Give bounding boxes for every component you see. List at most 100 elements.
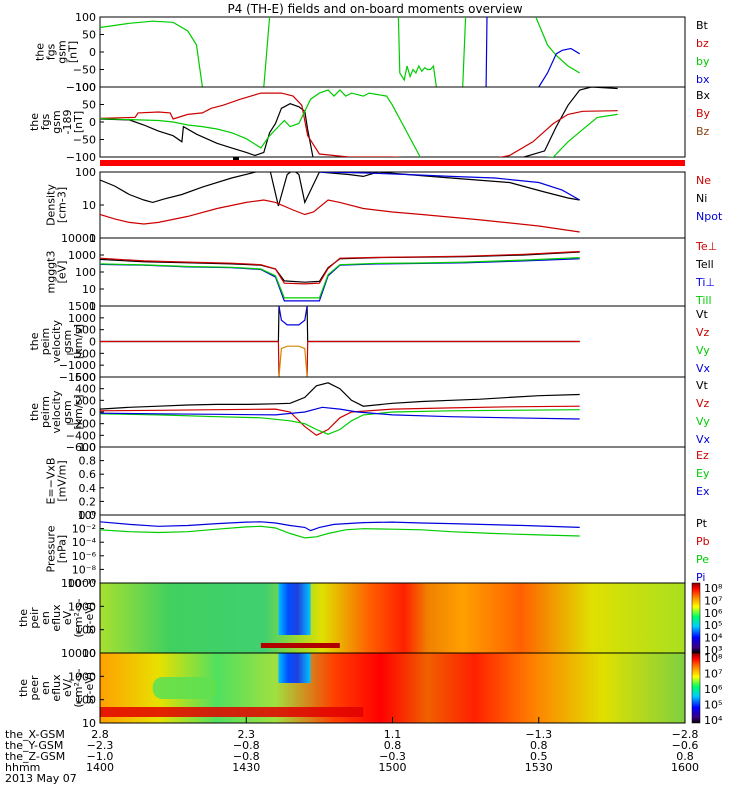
y-axis-label-line: (cm²-s- (72, 598, 85, 637)
series-line-by (397, 17, 437, 87)
y-axis-label-line: sr-eV) (83, 672, 96, 704)
y-axis-label-line: velocity (50, 320, 63, 363)
series-layer-velocity1 (100, 306, 580, 377)
legend-entry: Vt (696, 379, 709, 392)
colorbar-tick-label: 10⁵ (704, 619, 722, 632)
series-line-Ne (100, 199, 580, 233)
y-tick-label: 1500 (68, 300, 96, 313)
legend-entry: Till (695, 294, 712, 307)
y-axis-label-line: the (34, 43, 47, 61)
legend-entry: Pe (696, 553, 709, 566)
x-row-value: 1500 (379, 761, 407, 774)
spectrogram-low-flux-region (278, 653, 311, 683)
series-line-Tell (100, 251, 580, 283)
y-tick-label: −50 (73, 134, 96, 147)
series-layer-fgs (100, 17, 581, 87)
x-row-label: hhmm (5, 761, 40, 774)
legend-entry: Npot (696, 210, 723, 223)
series-layer-density (100, 172, 580, 233)
y-axis-label-line: velocity (50, 390, 63, 433)
y-tick-label: 0.4 (79, 482, 97, 495)
panel-temperature: 10000 1000 100 10 1 mgggt3[eV] Te⊥ Tell Ti⊥ Till (45, 232, 718, 313)
y-tick-label: −400 (66, 429, 96, 442)
colorbar-tick-label: 10⁶ (704, 683, 723, 696)
legend-entry: Bt (696, 19, 709, 32)
series-line-by (100, 20, 203, 87)
series-line-Npot (319, 172, 580, 201)
y-tick-label: −1500 (59, 371, 96, 384)
series-line-bx (538, 47, 581, 87)
y-tick-label: 10000 (61, 647, 96, 660)
y-axis-label-line: gsm (61, 330, 74, 353)
legend-entry: Ex (696, 485, 710, 498)
x-row-value: 1430 (232, 761, 260, 774)
y-tick-label: −100 (66, 151, 96, 164)
colorbar-gradient (691, 652, 701, 724)
y-axis-label-line: peim (39, 328, 52, 356)
spectrogram-green-patch (152, 677, 217, 699)
y-tick-label: 100 (75, 694, 96, 707)
legend-entry: Vx (696, 362, 711, 375)
legend-entry: Pt (696, 517, 708, 530)
colorbar-tick-label: 10⁸ (704, 582, 723, 595)
y-tick-label: 100 (75, 624, 96, 637)
colorbar-tick-label: 10⁸ (704, 652, 723, 665)
series-line-Till (100, 257, 580, 299)
colorbar-gradient (691, 582, 701, 654)
y-axis-label-line: the (28, 332, 41, 350)
x-row-value: −0.6 (672, 739, 699, 752)
y-axis-label-line: en (39, 681, 52, 695)
y-tick-label: −500 (66, 347, 96, 360)
colorbar-tick-label: 10⁵ (704, 699, 722, 712)
legend-entry: Vz (696, 326, 710, 339)
series-line-Vt (306, 306, 580, 343)
y-axis-label-line: (cm²-s- (72, 668, 85, 707)
series-line-Vx (100, 406, 580, 420)
colorbar-tick-label: 10⁷ (704, 668, 722, 681)
spectrogram-low-flux-region (278, 583, 311, 635)
y-tick-label: 50 (82, 29, 96, 42)
series-line-Vx (278, 306, 308, 326)
series-line-by (263, 17, 271, 87)
date-label: 2013 May 07 (5, 772, 77, 785)
series-line-Vz (100, 340, 280, 377)
series-layer-pressure (100, 521, 580, 539)
series-line-Vy (100, 409, 580, 435)
y-axis-label-line: [mV/m] (56, 460, 69, 501)
legend-entry: Ey (696, 467, 710, 480)
series-line-Bx (100, 87, 618, 157)
y-axis-label-line: gsm (50, 110, 63, 133)
y-tick-label: 0 (89, 336, 96, 349)
series-line-Ni (100, 172, 580, 207)
y-axis-label-line: [km/s] (72, 324, 85, 359)
y-axis-label-line: gsm (61, 400, 74, 423)
series-line-Vz (306, 340, 580, 377)
panel-frame (99, 86, 686, 158)
y-tick-label: 200 (75, 394, 96, 407)
y-tick-label: 10⁻⁴ (72, 536, 97, 549)
y-tick-label: 0.2 (79, 495, 97, 508)
spectrogram-spec_elec (100, 653, 685, 723)
x-row-value: 1530 (525, 761, 553, 774)
y-axis-label-pressure: Pressure[nPa] (45, 525, 69, 572)
series-line-Pe (100, 525, 580, 539)
y-tick-label: 10 (82, 199, 96, 212)
x-row-value: −2.8 (672, 728, 699, 741)
y-axis-label-line: [eV] (56, 261, 69, 284)
legend-entry: Vt (696, 308, 709, 321)
y-tick-label: 100 (75, 81, 96, 94)
legend-entry: Ez (696, 449, 709, 462)
legend-entry: Pi (696, 571, 705, 584)
y-tick-label: 1 (89, 300, 96, 313)
y-axis-label-line: the (17, 679, 30, 697)
y-tick-label: 100 (75, 11, 96, 24)
y-axis-label-line: [cm-3] (56, 187, 69, 223)
y-tick-label: 10 (82, 717, 96, 730)
y-tick-label: 0.6 (79, 468, 97, 481)
legend-entry: by (696, 55, 710, 68)
x-row-value: 0.5 (530, 750, 548, 763)
y-axis-label-line: the (17, 609, 30, 627)
